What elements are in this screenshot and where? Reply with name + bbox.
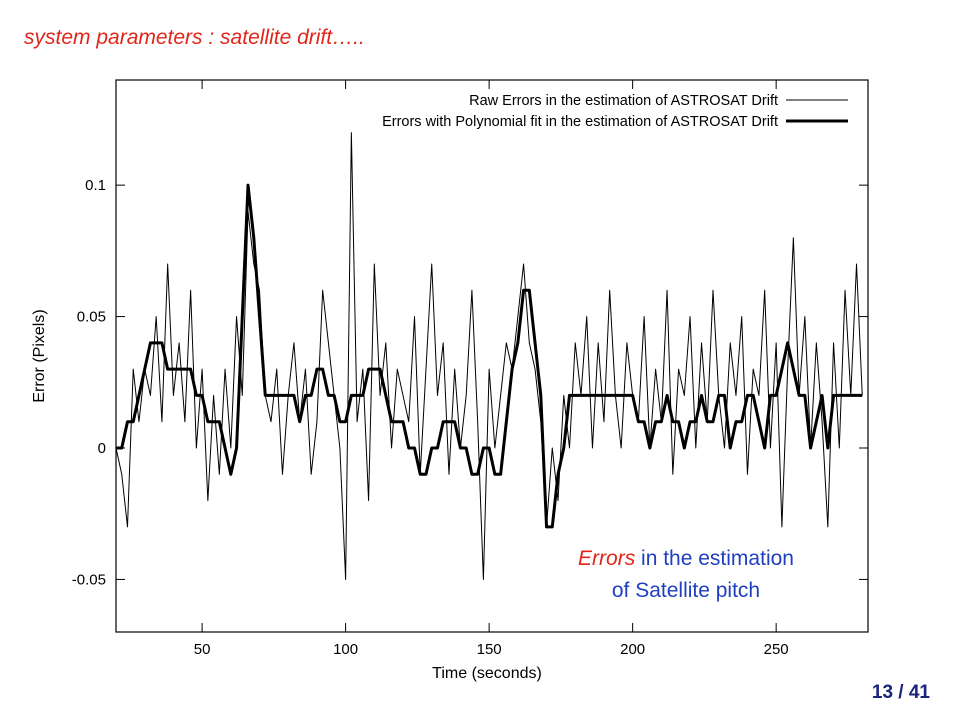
y-tick-label: 0 — [98, 440, 106, 457]
x-tick-label: 250 — [764, 641, 789, 658]
series-line — [115, 132, 863, 580]
y-axis-label: Error (Pixels) — [31, 309, 48, 402]
plot-frame — [115, 79, 869, 633]
annotation: Errors in the estimation — [578, 547, 794, 570]
annotation-text: in the estimation — [641, 547, 794, 570]
x-tick-label: 200 — [620, 641, 645, 658]
legend-label: Raw Errors in the estimation of ASTROSAT… — [469, 93, 778, 109]
annotation-line2: of Satellite pitch — [612, 579, 760, 602]
x-tick-label: 150 — [477, 641, 502, 658]
x-axis-label: Time (seconds) — [432, 665, 542, 682]
y-tick-label: 0.05 — [77, 309, 106, 326]
x-tick-label: 50 — [194, 641, 211, 658]
x-tick-label: 100 — [333, 641, 358, 658]
annotation-emphasis: Errors — [578, 547, 636, 570]
slide-header: system parameters : satellite drift….. — [24, 26, 365, 49]
series-line — [116, 183, 863, 529]
y-tick-label: 0.1 — [85, 177, 106, 194]
legend-label: Errors with Polynomial fit in the estima… — [382, 114, 778, 130]
page-number: 13 / 41 — [872, 682, 931, 703]
y-tick-label: -0.05 — [72, 571, 106, 588]
